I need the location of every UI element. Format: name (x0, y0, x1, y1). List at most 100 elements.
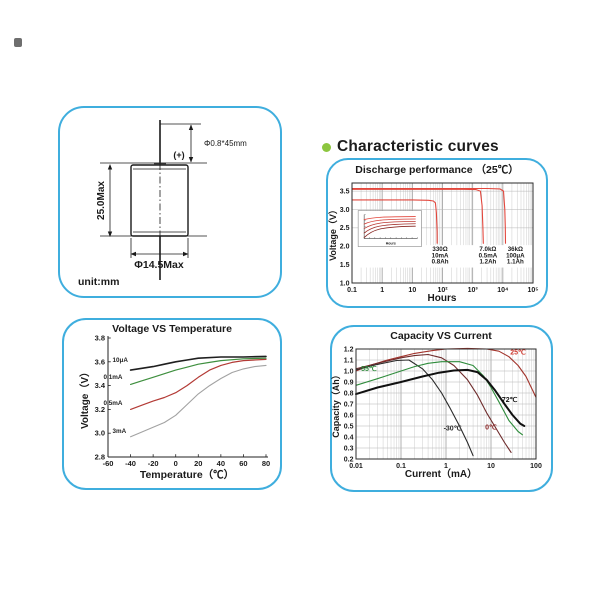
chart-title: Capacity VS Current (390, 330, 492, 342)
battery-drawing: Φ0.8*45mm (+) 25.0Max Φ14.5Max unit:mm (78, 120, 247, 288)
dimension-arrow (107, 164, 113, 170)
load-annotation: 36kΩ (508, 246, 523, 253)
y-tick-label: 2.0 (340, 244, 350, 251)
x-tick-label: 0.1 (396, 463, 406, 470)
y-axis-label: Capacity（Ah） (331, 370, 341, 438)
inset-curve (363, 223, 416, 234)
height-dimension-label: 25.0Max (96, 181, 107, 220)
dimension-arrow (188, 157, 194, 163)
bullet-icon (322, 142, 331, 152)
y-tick-label: 3.6 (95, 357, 105, 366)
load-annotation: 0.5mA (479, 252, 498, 259)
series-72℃ (355, 368, 526, 427)
section-title: Characteristic curves (337, 138, 499, 155)
plot-border (355, 348, 537, 460)
x-tick-label: 10 (487, 463, 495, 470)
series-55℃ (355, 361, 524, 436)
y-tick-label: 0.5 (344, 423, 354, 430)
x-tick-label: 40 (217, 459, 225, 468)
voltage-vs-temperature-panel: 10μA 0.1mA 0.5mA 3mA -60 -40 -20 0 20 40 60 80 2.8 3.… (62, 318, 282, 490)
dimension-arrow (107, 231, 113, 237)
series-label: 55℃ (361, 365, 377, 373)
series-label: 72℃ (502, 396, 518, 404)
load-annotation: 7.0kΩ (479, 246, 496, 253)
y-tick-label: 0.6 (344, 412, 354, 419)
polarity-label: (+) (173, 150, 184, 160)
x-axis-label: Current（mA） (405, 467, 477, 480)
y-tick-label: 3.2 (95, 405, 105, 414)
y-axis-label: Voltage（V） (78, 367, 91, 429)
diameter-dimension-label: Φ14.5Max (134, 259, 184, 271)
y-tick-label: 3.8 (95, 334, 105, 343)
x-tick-label: 10² (437, 287, 448, 294)
annotation-band (352, 245, 533, 268)
y-tick-label: 3.0 (340, 207, 350, 214)
y-tick-label: 0.4 (344, 434, 354, 441)
chart-title: Discharge performance （25℃） (355, 163, 518, 176)
lead-dimension-label: Φ0.8*45mm (204, 139, 247, 148)
y-tick-label: 0.8 (344, 390, 354, 397)
series-label: 3mA (113, 428, 127, 435)
load-annotation: 10mA (432, 252, 449, 259)
inset-curve (363, 218, 416, 225)
capacity-vs-current-panel: 25℃ 0℃ -30℃ 55℃ 72℃ 0.01 0.1 1 10 100 1.2 1.1 1.0 0.9… (330, 325, 553, 492)
y-tick-label: 0.2 (344, 456, 354, 463)
y-tick-label: 1.1 (344, 357, 354, 364)
stray-mark (14, 38, 22, 47)
load-annotation: 330Ω (432, 246, 447, 253)
x-tick-label: 0 (174, 459, 178, 468)
x-tick-label: 100 (530, 463, 542, 470)
series-label: 0.1mA (103, 374, 122, 381)
series--30℃ (355, 359, 474, 457)
x-tick-label: 1 (380, 287, 384, 294)
series-0℃ (355, 353, 512, 453)
dimension-arrow (183, 251, 189, 257)
series-label: 10μA (113, 357, 129, 364)
battery-dimension-panel: Φ0.8*45mm (+) 25.0Max Φ14.5Max unit:mm (58, 106, 282, 298)
y-tick-label: 1.5 (340, 262, 350, 269)
voltage-vs-temperature-chart: 10μA 0.1mA 0.5mA 3mA -60 -40 -20 0 20 40 60 80 2.8 3.… (78, 323, 270, 481)
discharge-performance-chart: Hours330Ω10mA0.8Ah7.0kΩ0.5mA1.2Ah36kΩ100… (328, 163, 539, 304)
series-7.0kΩ 0.5mA load (351, 188, 484, 244)
y-axis-label: Voltage（V） (328, 205, 338, 261)
battery-body (130, 164, 189, 237)
x-tick-label: 10 (408, 287, 416, 294)
series-36kΩ 100μA load (351, 187, 507, 244)
x-tick-label: 0.01 (349, 463, 363, 470)
series-label: 0℃ (485, 423, 497, 431)
unit-note: unit:mm (78, 276, 119, 288)
x-tick-label: 10⁵ (527, 287, 538, 294)
x-tick-label: -20 (148, 459, 159, 468)
chart-title: Voltage VS Temperature (112, 323, 232, 335)
y-tick-label: 2.8 (95, 453, 105, 462)
x-tick-label: 60 (239, 459, 247, 468)
y-tick-label: 0.3 (344, 445, 354, 452)
series-330Ω 10mA load (351, 199, 438, 244)
y-tick-label: 0.7 (344, 401, 354, 408)
series-label: 0.5mA (103, 400, 122, 407)
load-annotation: 100μA (506, 252, 525, 259)
load-annotation: 0.8Ah (432, 259, 449, 266)
y-tick-label: 1.0 (340, 280, 350, 287)
x-tick-label: 1 (444, 463, 448, 470)
load-annotation: 1.1Ah (507, 259, 524, 266)
x-tick-label: -60 (103, 459, 114, 468)
x-tick-label: 20 (194, 459, 202, 468)
series-0.5mA (130, 358, 267, 410)
series-0.1mA (130, 357, 267, 385)
y-tick-label: 2.5 (340, 225, 350, 232)
x-tick-label: 80 (262, 459, 270, 468)
x-tick-label: 10⁴ (497, 287, 509, 294)
y-tick-label: 0.9 (344, 379, 354, 386)
series-label: 25℃ (510, 349, 526, 357)
y-tick-label: 3.0 (95, 429, 105, 438)
y-tick-label: 1.0 (344, 368, 354, 375)
x-tick-label: 10³ (468, 287, 479, 294)
inset-curve (363, 220, 416, 229)
section-header: Characteristic curves (322, 138, 499, 156)
discharge-performance-panel: Hours 330Ω 10mA 0.8Ah 7.0kΩ 0.5mA 1.2Ah 36kΩ 100… (326, 158, 548, 308)
series-label: -30℃ (444, 424, 462, 432)
x-axis-label: Temperature（℃） (140, 468, 234, 481)
x-axis-label: Hours (428, 293, 457, 304)
